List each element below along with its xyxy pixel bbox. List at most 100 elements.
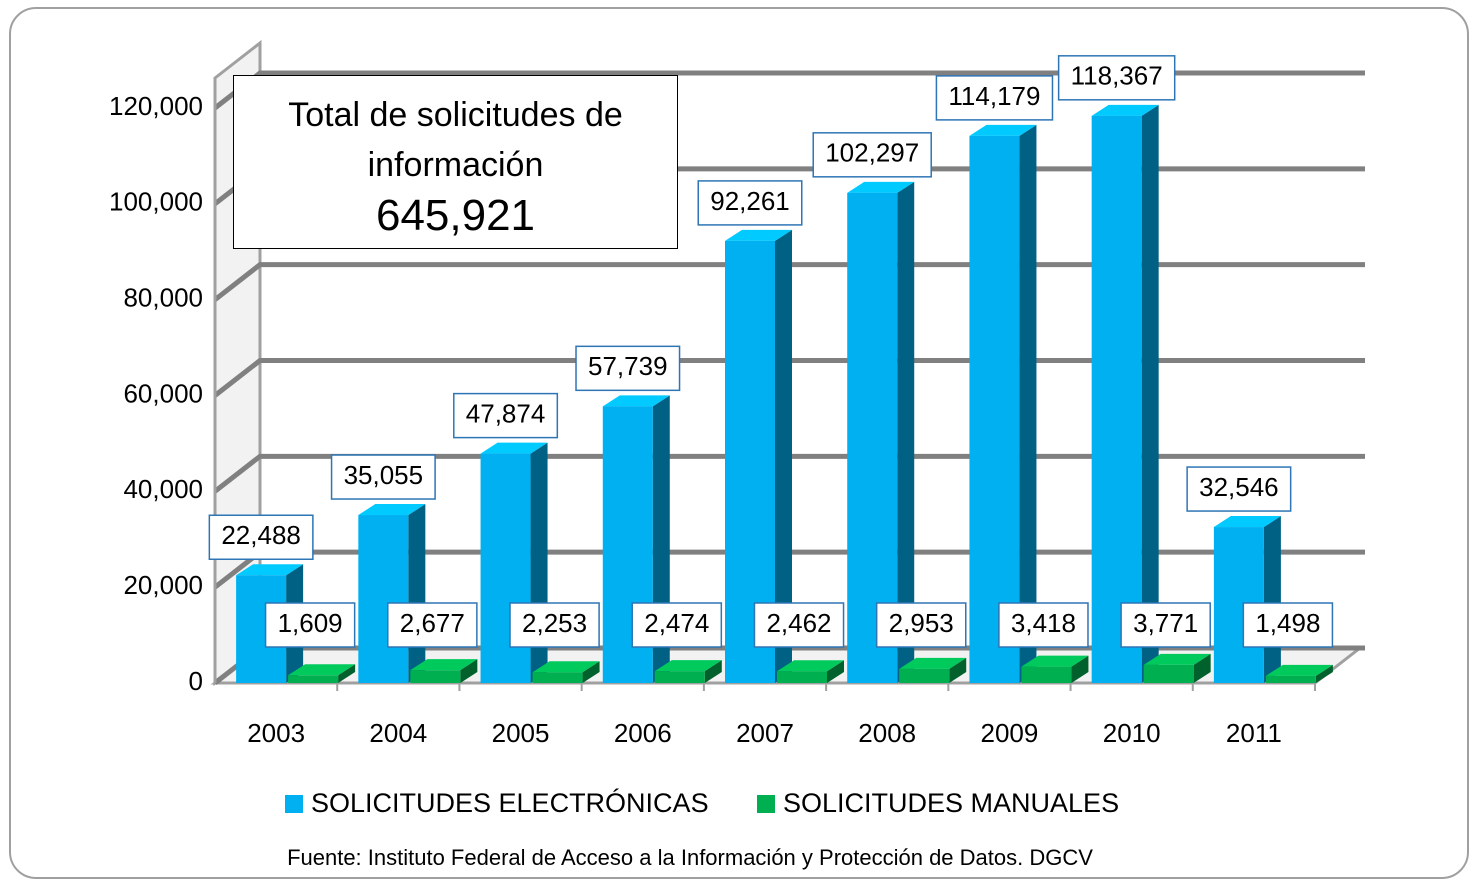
data-label-box (1120, 602, 1211, 648)
bar-side (775, 229, 792, 683)
data-label: 32,546 (1199, 472, 1279, 502)
bar-side (1141, 104, 1159, 684)
bar (899, 668, 950, 683)
data-label-box (697, 180, 803, 226)
annotation-box: Total de solicitudes de información 645,… (233, 75, 678, 249)
bar-top (236, 564, 304, 576)
data-label-box (631, 602, 723, 648)
data-label: 22,488 (221, 520, 301, 550)
x-tick-label: 2010 (1103, 718, 1161, 748)
bar-top (847, 181, 915, 193)
x-tick-label: 2008 (858, 718, 916, 748)
x-tick-label: 2009 (981, 718, 1039, 748)
bar (1143, 664, 1194, 683)
grid-line (213, 70, 1365, 110)
bar-side (827, 660, 844, 683)
x-tick-label: 2006 (614, 718, 672, 748)
data-label-box (264, 602, 356, 648)
data-label: 92,261 (710, 186, 790, 216)
data-label-box (1186, 466, 1292, 512)
data-label: 2,474 (644, 608, 709, 638)
bar (532, 672, 583, 683)
bar (654, 671, 705, 683)
data-label: 2,677 (400, 608, 465, 638)
data-label-box (208, 514, 314, 560)
data-label: 102,297 (825, 138, 919, 168)
bar-side (408, 504, 426, 683)
bar (1091, 115, 1142, 684)
y-tick-label: 120,000 (109, 91, 203, 121)
data-label-box (875, 602, 967, 648)
data-label-box (935, 75, 1054, 121)
bar (358, 515, 409, 683)
bar (847, 192, 898, 683)
bar (969, 135, 1020, 684)
data-label: 118,367 (1071, 61, 1163, 91)
data-label-box (812, 132, 932, 178)
annotation-text: Total de solicitudes de información (288, 96, 623, 184)
data-label-box (330, 454, 436, 500)
y-tick-label: 80,000 (123, 283, 203, 313)
bar (410, 670, 461, 683)
y-tick-label: 20,000 (123, 570, 203, 600)
bar-side (704, 660, 722, 683)
bar-top (654, 660, 722, 672)
bar-top (1265, 664, 1333, 676)
bar-top (1143, 653, 1211, 665)
legend-swatch (285, 795, 303, 813)
y-tick-label: 60,000 (123, 378, 203, 408)
annotation-total: 645,921 (375, 191, 536, 240)
x-tick-label: 2004 (369, 718, 427, 748)
data-label-box (1057, 55, 1176, 101)
bar-top (725, 229, 792, 241)
bar-top (480, 442, 548, 454)
bar-top (777, 660, 844, 672)
bar (480, 453, 531, 683)
x-tick-label: 2003 (247, 718, 305, 748)
bar-top (358, 504, 426, 516)
bar-side (949, 657, 967, 683)
data-label: 3,771 (1133, 608, 1198, 638)
bar-top (1213, 516, 1281, 528)
legend-label: SOLICITUDES MANUALES (783, 788, 1119, 818)
data-label: 2,953 (889, 608, 954, 638)
bar-top (969, 124, 1037, 136)
data-label-box (387, 602, 478, 648)
bar (777, 671, 827, 683)
data-label: 1,609 (278, 608, 343, 638)
y-tick-label: 100,000 (109, 187, 203, 217)
data-label: 57,739 (588, 351, 668, 381)
bar-top (602, 395, 670, 407)
data-label: 2,462 (766, 608, 831, 638)
data-label-box (575, 345, 681, 392)
data-label-box (1242, 602, 1334, 648)
bar-top (288, 664, 356, 676)
data-label: 1,498 (1255, 608, 1320, 638)
bar-top (410, 659, 478, 671)
bar-side (897, 181, 915, 683)
bar-side (338, 664, 356, 683)
bar (288, 675, 339, 683)
data-label: 3,418 (1011, 608, 1076, 638)
data-label: 114,179 (948, 81, 1040, 111)
data-label: 47,874 (466, 398, 546, 428)
bar-side (1071, 655, 1089, 683)
bar-top (532, 661, 600, 673)
y-tick-label: 40,000 (123, 474, 203, 504)
legend-swatch (757, 795, 775, 813)
x-tick-label: 2011 (1226, 718, 1282, 748)
data-label: 2,253 (522, 608, 587, 638)
data-label-box (998, 602, 1089, 648)
bar-side (582, 661, 600, 683)
x-tick-label: 2007 (736, 718, 794, 748)
bar-top (1091, 104, 1159, 116)
source: Fuente: Instituto Federal de Acceso a la… (287, 845, 1093, 870)
bar-top (1021, 655, 1089, 667)
data-label-box (509, 602, 600, 648)
bar-side (1193, 653, 1211, 683)
y-tick-label: 0 (189, 666, 203, 696)
bar-side (1263, 516, 1281, 683)
bar-side (1315, 664, 1333, 683)
